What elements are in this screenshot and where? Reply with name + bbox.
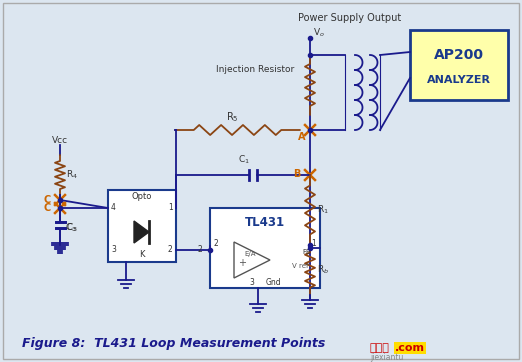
Text: Vcc: Vcc (52, 136, 68, 145)
Polygon shape (134, 221, 149, 243)
Text: R$_5$: R$_5$ (226, 110, 239, 124)
Text: 2: 2 (197, 245, 202, 254)
Text: 3: 3 (111, 245, 116, 254)
Text: AP200: AP200 (434, 48, 484, 62)
Text: R$_b$: R$_b$ (317, 264, 329, 276)
Text: Opto: Opto (132, 192, 152, 201)
Text: TL431: TL431 (245, 215, 285, 228)
Text: 1: 1 (311, 239, 316, 248)
Text: B: B (293, 169, 301, 179)
Text: V$_o$: V$_o$ (313, 27, 325, 39)
Text: R$_1$: R$_1$ (317, 204, 329, 216)
Text: 2: 2 (213, 239, 218, 248)
Text: C: C (44, 203, 51, 213)
Text: 3: 3 (250, 278, 254, 287)
Text: 4: 4 (111, 203, 116, 212)
Text: Power Supply Output: Power Supply Output (299, 13, 401, 23)
Text: 2: 2 (168, 245, 173, 254)
Text: +: + (238, 258, 246, 268)
Text: 接线图: 接线图 (370, 343, 390, 353)
Text: A: A (298, 132, 306, 142)
Text: 1: 1 (168, 203, 173, 212)
Text: C$_3$: C$_3$ (65, 222, 77, 234)
Text: E/A: E/A (244, 251, 256, 257)
Text: C: C (44, 195, 51, 205)
Text: C$_1$: C$_1$ (238, 154, 250, 167)
Text: C$_3$: C$_3$ (66, 222, 78, 234)
Bar (410, 30, 508, 100)
Text: jiexiantu: jiexiantu (370, 353, 404, 362)
Bar (210, 208, 320, 288)
Text: R$_4$: R$_4$ (66, 169, 78, 181)
Text: ANALYZER: ANALYZER (427, 75, 491, 85)
Text: FB: FB (302, 249, 311, 255)
Text: Figure 8:  TL431 Loop Measurement Points: Figure 8: TL431 Loop Measurement Points (22, 337, 325, 349)
Text: V ref: V ref (292, 263, 309, 269)
Bar (108, 190, 176, 262)
Text: K: K (139, 250, 145, 259)
Text: .com: .com (395, 343, 425, 353)
Text: Gnd: Gnd (266, 278, 282, 287)
Text: Injection Resistor: Injection Resistor (216, 65, 294, 74)
